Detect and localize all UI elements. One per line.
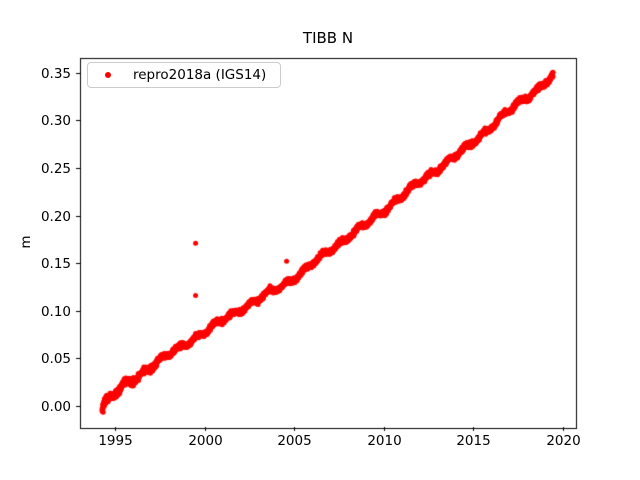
x-tick-label: 2010 [367, 433, 402, 450]
legend-marker-dot [105, 72, 111, 78]
x-tick-label: 2000 [188, 433, 223, 450]
y-tick-label: 0.10 [40, 303, 71, 320]
y-tick-label: 0.05 [40, 350, 71, 367]
y-axis-label: m [18, 235, 34, 249]
y-tick-label: 0.35 [40, 65, 71, 82]
y-tick-label: 0.15 [40, 255, 71, 272]
y-tick-label: 0.30 [40, 112, 71, 129]
x-tick-label: 1995 [98, 433, 133, 450]
y-tick-label: 0.00 [40, 398, 71, 415]
x-tick-label: 2015 [456, 433, 491, 450]
y-tick-label: 0.25 [40, 160, 71, 177]
legend-label: repro2018a (IGS14) [133, 67, 267, 83]
y-tick-label: 0.20 [40, 208, 71, 225]
x-tick-label: 2020 [546, 433, 581, 450]
chart-title: TIBB N [302, 29, 354, 47]
legend: repro2018a (IGS14) [87, 62, 282, 88]
x-tick-label: 2005 [277, 433, 312, 450]
